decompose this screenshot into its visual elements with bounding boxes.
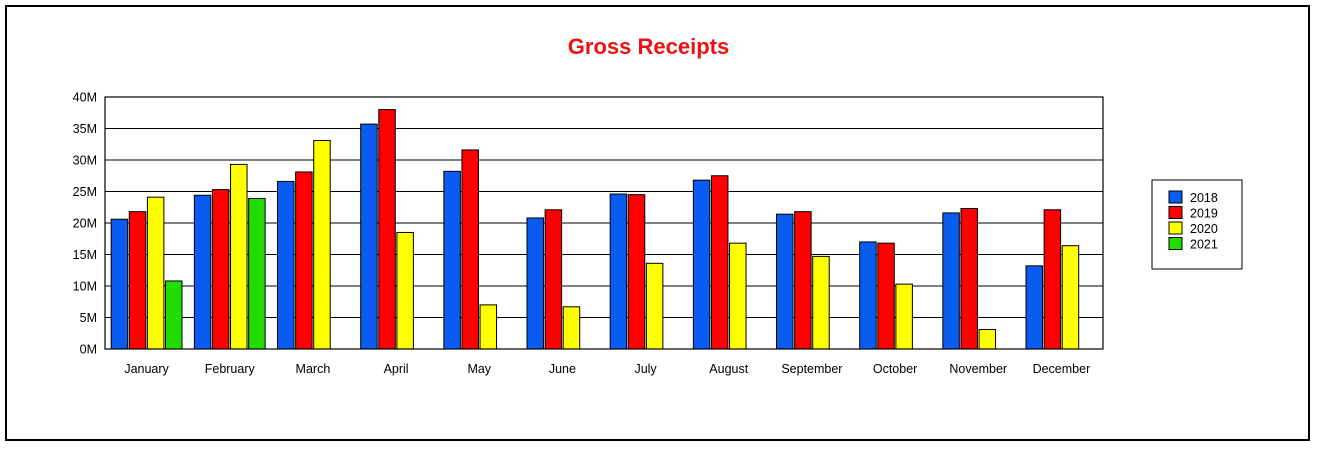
bar-2018-july bbox=[609, 193, 628, 350]
bar-2019-october bbox=[877, 242, 895, 350]
bar-2019-july bbox=[627, 194, 646, 350]
legend-swatch-2021 bbox=[1168, 237, 1183, 250]
plot-border bbox=[104, 96, 1104, 350]
y-tick-label: 40M bbox=[73, 91, 97, 105]
bar-2020-november bbox=[978, 328, 997, 350]
legend-label: 2019 bbox=[1190, 207, 1218, 221]
x-tick-label: December bbox=[1033, 362, 1091, 376]
y-tick-label: 10M bbox=[73, 280, 97, 294]
chart-frame: Gross Receipts 0M 5M 10M 15M 20M 25M 30M 35M 40M… bbox=[5, 5, 1310, 441]
legend-swatch-2018 bbox=[1168, 190, 1183, 204]
y-tick-label: 0M bbox=[80, 343, 97, 357]
bar-2018-september bbox=[776, 213, 794, 350]
x-tick-label: June bbox=[549, 362, 576, 376]
bar-2019-august bbox=[710, 175, 729, 350]
x-tick-label: February bbox=[205, 362, 256, 376]
x-tick-label: July bbox=[634, 362, 657, 376]
bars bbox=[110, 109, 1080, 350]
bar-2018-december bbox=[1025, 265, 1044, 350]
y-tick-label: 20M bbox=[73, 217, 97, 231]
legend-label: 2018 bbox=[1190, 191, 1218, 205]
chart-title: Gross Receipts bbox=[567, 34, 730, 59]
bar-2020-july bbox=[645, 262, 664, 350]
bar-2019-march bbox=[295, 171, 313, 350]
x-tick-label: September bbox=[781, 362, 842, 376]
axes: 0M 5M 10M 15M 20M 25M 30M 35M 40M January February… bbox=[73, 91, 1104, 376]
bar-2020-september bbox=[812, 255, 830, 350]
y-tick-label: 30M bbox=[73, 154, 97, 168]
bar-2018-march bbox=[277, 180, 295, 350]
bar-2020-april bbox=[396, 231, 414, 350]
bar-2020-march bbox=[313, 139, 331, 350]
x-tick-label: October bbox=[873, 362, 917, 376]
bar-2019-january bbox=[128, 211, 147, 350]
legend-swatch-2019 bbox=[1168, 206, 1183, 219]
x-tick-label: April bbox=[384, 362, 409, 376]
bar-2019-april bbox=[378, 109, 396, 350]
bar-2018-november bbox=[942, 212, 960, 350]
bar-2018-january bbox=[110, 218, 129, 350]
bar-2021-january bbox=[164, 280, 183, 350]
x-tick-label: January bbox=[124, 362, 169, 376]
bar-2019-november bbox=[960, 208, 978, 350]
bar-2019-december bbox=[1043, 209, 1062, 350]
bar-2018-may bbox=[443, 170, 461, 350]
bar-2020-october bbox=[895, 283, 913, 350]
x-tick-label: August bbox=[709, 362, 748, 376]
y-tick-label: 25M bbox=[73, 185, 97, 199]
x-tick-label: May bbox=[467, 362, 491, 376]
bar-2020-may bbox=[479, 304, 498, 350]
legend-swatch-2020 bbox=[1168, 221, 1183, 235]
x-tick-label: March bbox=[296, 362, 331, 376]
bar-2018-october bbox=[859, 241, 877, 350]
legend-label: 2020 bbox=[1190, 222, 1218, 236]
legend-box bbox=[1151, 179, 1243, 270]
legend-label: 2021 bbox=[1190, 238, 1218, 252]
bar-2018-february bbox=[193, 194, 212, 350]
bar-2018-april bbox=[360, 123, 378, 350]
bar-2021-february bbox=[248, 197, 266, 350]
bar-2020-august bbox=[729, 242, 747, 350]
bar-2019-february bbox=[211, 189, 230, 350]
bar-2019-may bbox=[461, 149, 479, 350]
bar-2020-february bbox=[230, 163, 248, 350]
bar-2019-june bbox=[544, 209, 563, 350]
bar-2020-january bbox=[146, 196, 165, 350]
bar-2018-june bbox=[526, 217, 545, 350]
x-tick-label: November bbox=[949, 362, 1007, 376]
y-tick-label: 15M bbox=[73, 248, 97, 262]
bar-2018-august bbox=[692, 179, 711, 350]
bar-2020-december bbox=[1061, 245, 1080, 350]
y-tick-label: 5M bbox=[80, 311, 97, 325]
bar-2019-september bbox=[794, 211, 812, 350]
bar-chart: 0M 5M 10M 15M 20M 25M 30M 35M 40M January February… bbox=[73, 91, 1243, 376]
y-tick-label: 35M bbox=[73, 122, 97, 136]
bar-2020-june bbox=[562, 306, 581, 350]
